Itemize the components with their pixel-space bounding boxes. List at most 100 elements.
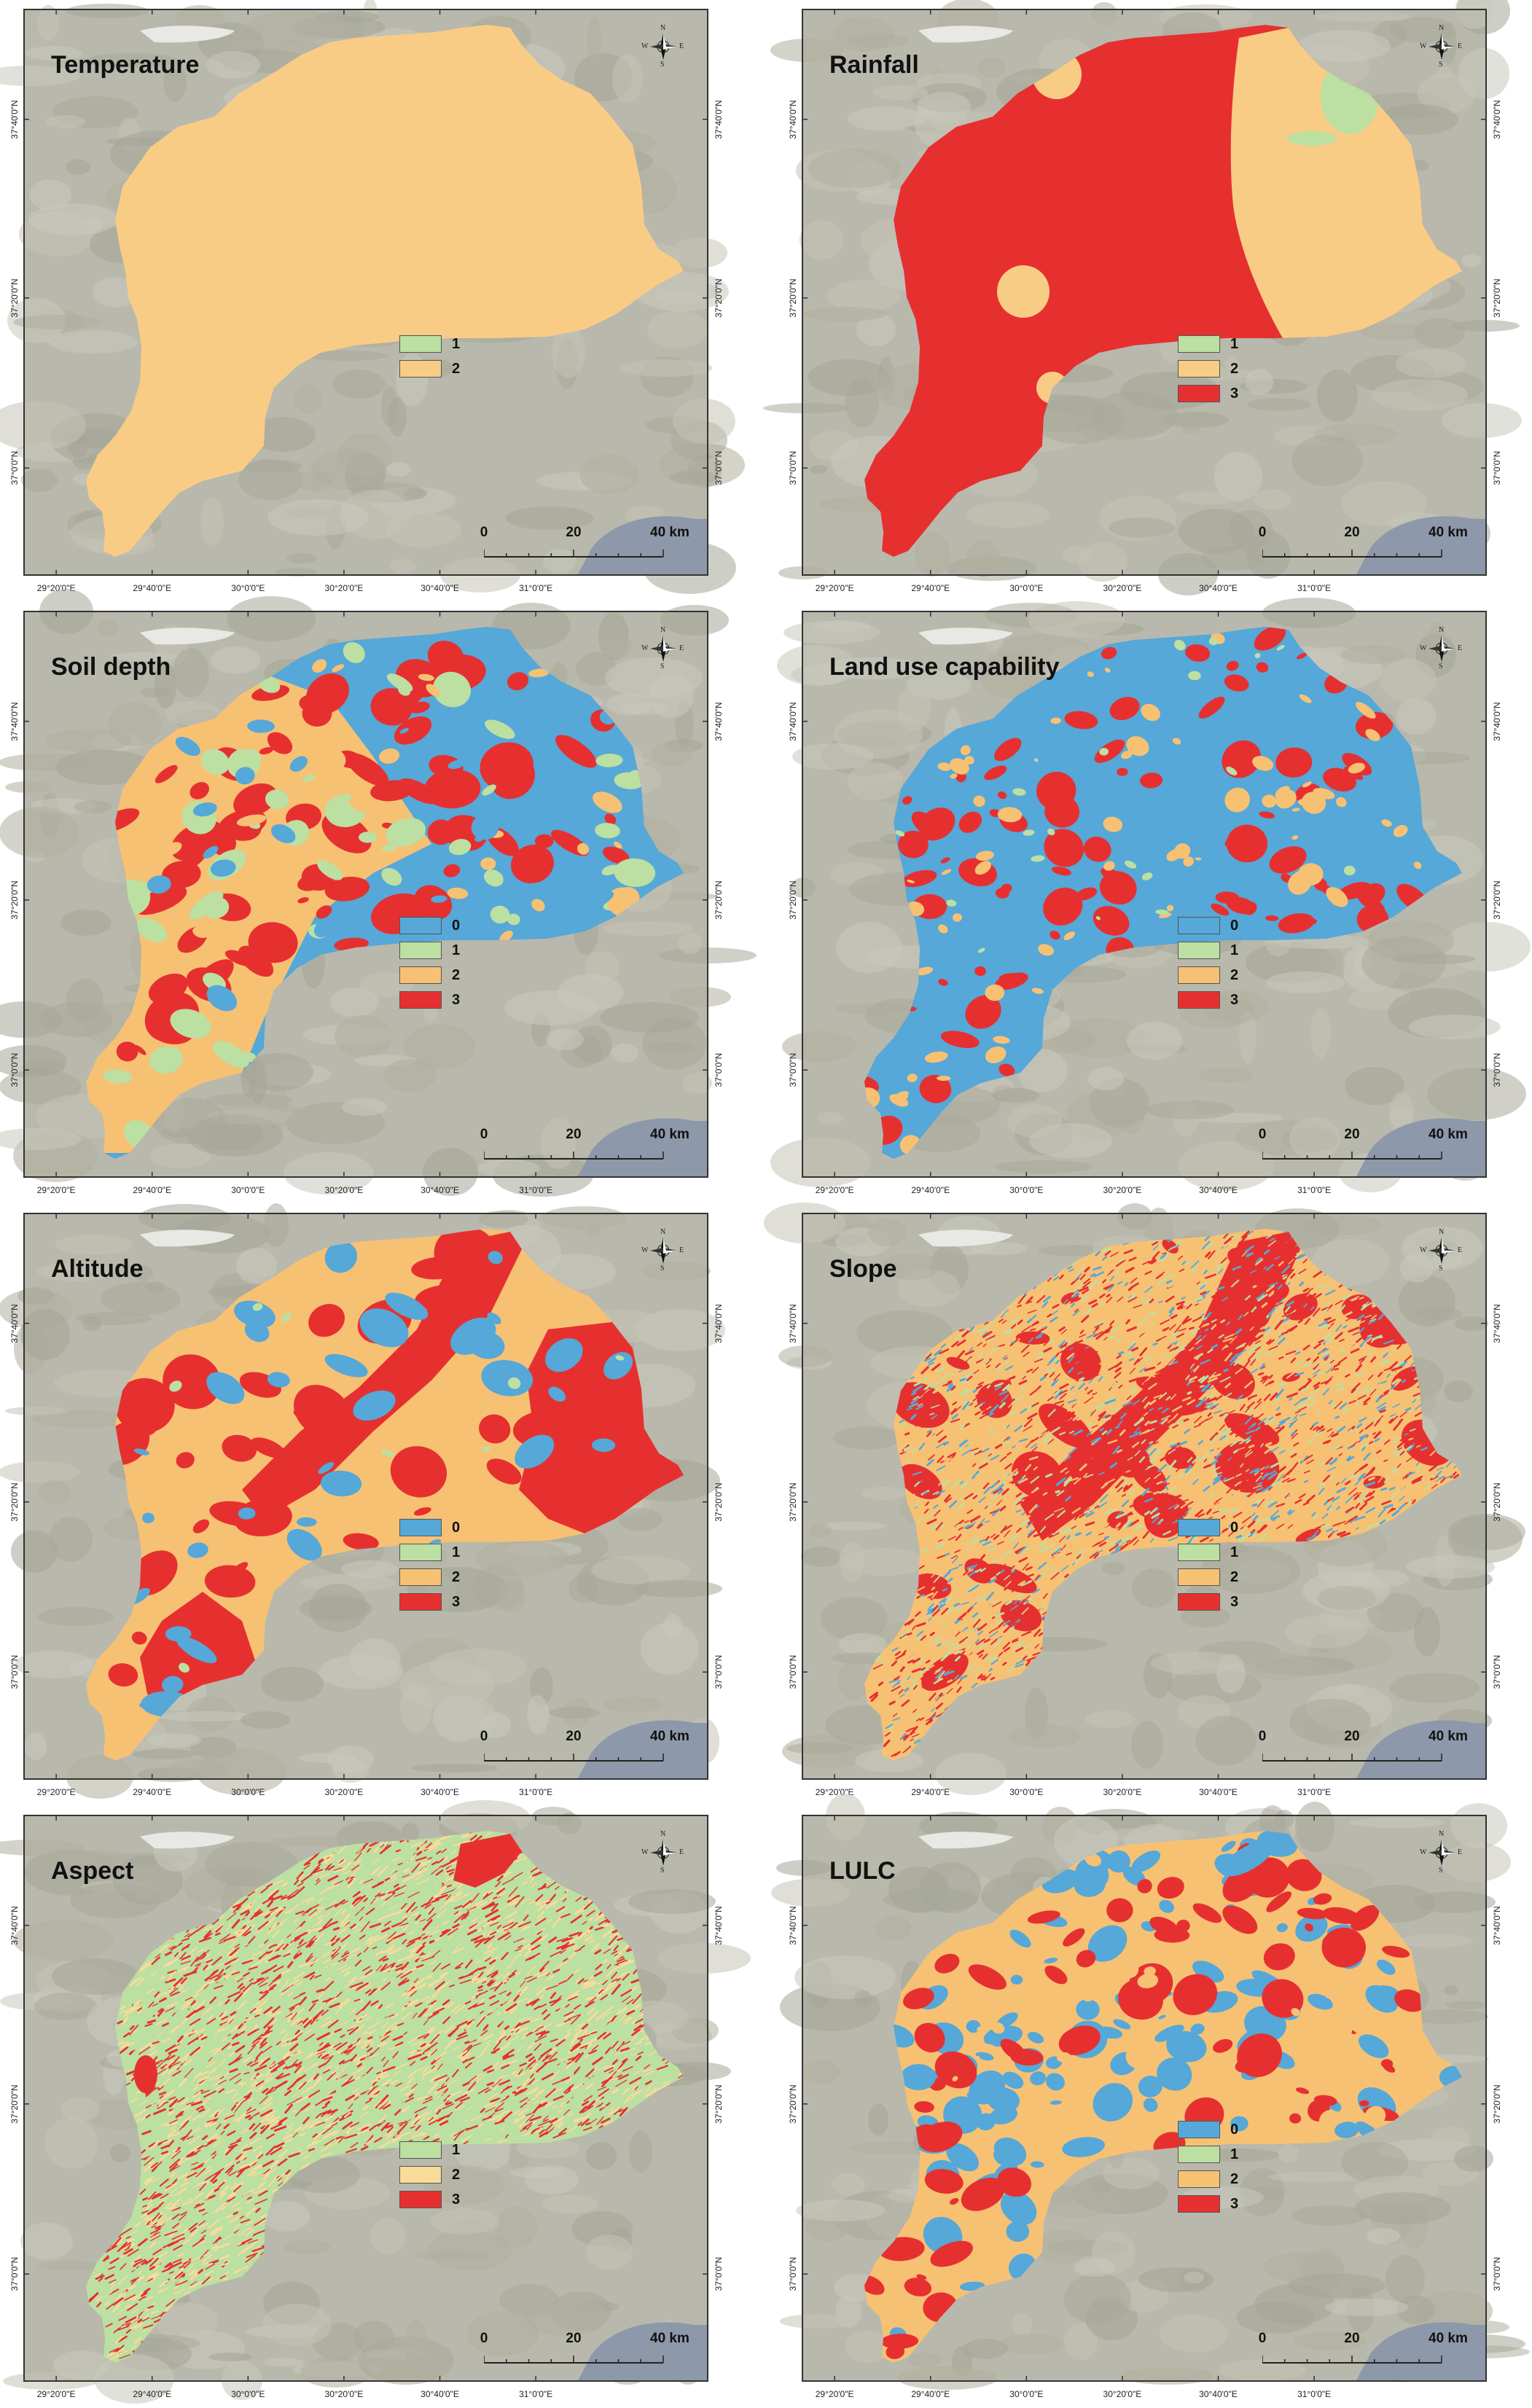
lat-tick-label: 37°20'0"N [9, 278, 20, 317]
class-stroke [1384, 1328, 1387, 1329]
class-stroke [992, 1497, 996, 1498]
scale-bar-label: 40 km [1429, 1127, 1468, 1143]
class-stroke [967, 1673, 971, 1675]
lat-tick-label: 37°0'0"N [1492, 451, 1502, 485]
class-stroke [1085, 1496, 1088, 1498]
legend-label: 2 [1230, 1568, 1238, 1586]
map-frame [23, 9, 708, 576]
lon-tick-label: 30°20'0"E [325, 1185, 364, 1195]
legend-label: 1 [1230, 1544, 1238, 1561]
lat-tick-label: 37°40'0"N [1492, 1304, 1502, 1342]
class-stroke [1138, 1469, 1144, 1470]
class-stroke [1349, 1430, 1351, 1432]
legend-swatch [399, 942, 442, 959]
legend-swatch [1178, 385, 1220, 402]
class-stroke [1219, 1287, 1224, 1289]
legend-item: 3 [1178, 1593, 1258, 1614]
class-patch [480, 858, 496, 870]
class-stroke [1259, 1373, 1263, 1375]
lon-tick-label: 29°20'0"E [816, 1185, 854, 1195]
lat-tick-label: 37°0'0"N [788, 1655, 798, 1689]
north-arrow-e-label: E [679, 1247, 684, 1254]
scale-bar-label: 40 km [1429, 1729, 1468, 1745]
scale-bar-graphic [1262, 1751, 1445, 1765]
legend-swatch [1178, 1593, 1220, 1611]
map-frame [802, 9, 1487, 576]
legend-item: 1 [1178, 1544, 1258, 1564]
scale-bar-label: 0 [480, 1729, 488, 1745]
north-arrow-w-label: W [1420, 1247, 1426, 1254]
class-stroke [1317, 1508, 1320, 1509]
class-stroke [1200, 1385, 1204, 1387]
lat-tick-label: 37°0'0"N [788, 451, 798, 485]
class-stroke [960, 1329, 963, 1331]
legend-label: 3 [1230, 1593, 1238, 1611]
north-arrow-s-label: S [1439, 1265, 1443, 1273]
class-stroke [1340, 1349, 1345, 1350]
legend-swatch [1178, 335, 1220, 353]
lat-tick-label: 37°0'0"N [9, 451, 20, 485]
class-stroke [598, 1931, 601, 1933]
lon-tick-label: 30°40'0"E [1199, 583, 1238, 593]
legend-item: 2 [1178, 360, 1258, 380]
legend-item: 1 [1178, 335, 1258, 356]
class-stroke [1189, 1328, 1193, 1329]
lat-tick-label: 37°0'0"N [9, 1053, 20, 1087]
legend-label: 2 [452, 360, 460, 378]
class-stroke [1253, 1504, 1257, 1506]
legend-item: 0 [1178, 917, 1258, 937]
class-stroke [961, 1379, 965, 1380]
scale-bar-graphic [484, 1149, 666, 1163]
class-stroke [943, 1589, 946, 1590]
north-arrow-w-label: W [641, 1247, 648, 1254]
class-stroke [1112, 1415, 1115, 1416]
legend-swatch [399, 991, 442, 1009]
panel-title: Soil depth [51, 653, 171, 681]
legend-label: 0 [452, 1519, 460, 1536]
north-arrow-n-label: N [1439, 1229, 1444, 1236]
lon-tick-label: 30°0'0"E [231, 1185, 265, 1195]
scale-bar-label: 0 [1259, 525, 1267, 541]
class-stroke [991, 1678, 994, 1679]
legend-label: 1 [1230, 942, 1238, 959]
legend-label: 1 [1230, 335, 1238, 353]
legend-swatch [399, 360, 442, 378]
class-patch [1167, 905, 1173, 912]
scale-bar-label: 20 [1344, 1127, 1359, 1143]
class-patch [359, 832, 377, 843]
lat-tick-label: 37°40'0"N [788, 1304, 798, 1342]
class-stroke [934, 1651, 938, 1653]
legend-label: 2 [1230, 966, 1238, 984]
scale-bar-label: 0 [1259, 1127, 1267, 1143]
lat-tick-label: 37°0'0"N [788, 1053, 798, 1087]
class-stroke [1377, 1490, 1380, 1493]
legend-item: 2 [1178, 1568, 1258, 1589]
class-patch [998, 973, 1028, 984]
map-frame [802, 611, 1487, 1178]
legend-item: 0 [399, 917, 480, 937]
class-stroke [1107, 1295, 1110, 1297]
legend-item: 3 [399, 991, 480, 1012]
legend-item: 2 [399, 1568, 480, 1589]
panel-title: Slope [829, 1255, 897, 1283]
lon-tick-label: 30°0'0"E [1009, 1787, 1043, 1797]
map-frame [802, 1213, 1487, 1780]
class-stroke [1336, 1417, 1339, 1418]
north-arrow-e-label: E [1458, 645, 1462, 652]
lat-tick-label: 37°40'0"N [788, 100, 798, 138]
legend-item: 1 [399, 335, 480, 356]
lon-tick-label: 30°0'0"E [1009, 583, 1043, 593]
class-stroke [1033, 1388, 1036, 1390]
class-stroke [996, 1411, 998, 1412]
lat-tick-label: 37°20'0"N [714, 880, 724, 919]
class-stroke [1056, 1491, 1059, 1492]
map-frame [23, 611, 708, 1178]
lon-tick-label: 29°40'0"E [911, 1787, 950, 1797]
legend-label: 1 [452, 942, 460, 959]
